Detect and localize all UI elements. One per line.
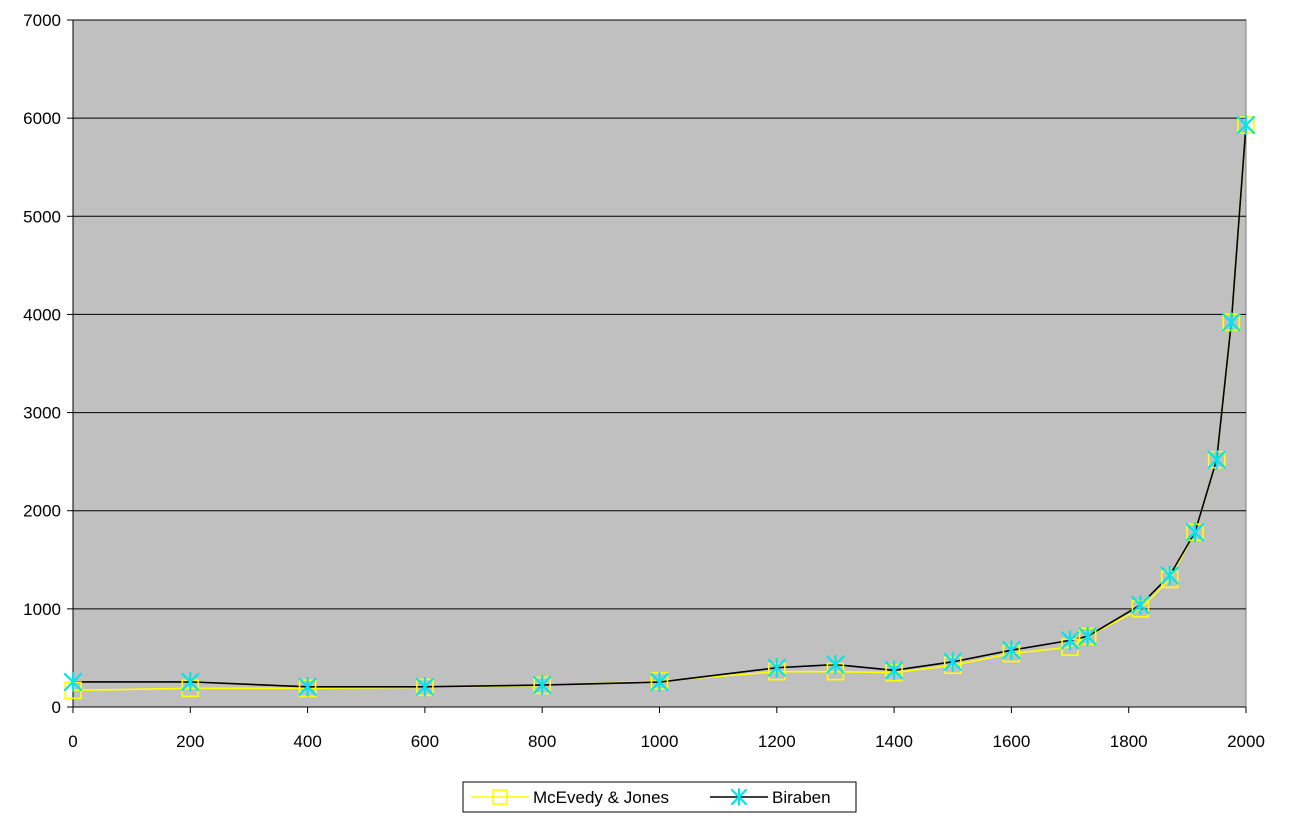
data-point-1-6 <box>767 657 786 678</box>
x-tick-label-0: 0 <box>68 732 77 751</box>
plot-area <box>72 19 1247 708</box>
y-tick-label-0: 0 <box>52 698 61 717</box>
data-point-1-2 <box>298 676 317 697</box>
data-point-1-9 <box>943 651 962 672</box>
x-tick-label-600: 600 <box>411 732 439 751</box>
y-tick-label-6000: 6000 <box>23 109 61 128</box>
legend-marker-1 <box>730 788 748 806</box>
x-tick-label-200: 200 <box>176 732 204 751</box>
legend: McEvedy & Jones Biraben <box>462 781 857 813</box>
data-point-1-15 <box>1185 522 1205 543</box>
series <box>63 115 1256 700</box>
x-tick-labels: 0 200 400 600 800 1000 1200 1400 1600 1800 2000 <box>68 732 1265 751</box>
y-tick-label-5000: 5000 <box>23 207 61 226</box>
data-point-1-12 <box>1078 626 1097 647</box>
x-tick-label-800: 800 <box>528 732 556 751</box>
y-tick-labels: 0 1000 2000 3000 4000 5000 6000 7000 <box>23 11 61 717</box>
series-markers-1 <box>63 115 1256 697</box>
x-tick-label-2000: 2000 <box>1227 732 1265 751</box>
data-point-1-8 <box>884 660 904 681</box>
data-point-1-3 <box>415 676 434 697</box>
data-point-1-17 <box>1222 312 1241 333</box>
gridlines <box>73 19 1246 610</box>
legend-label-1: Biraben <box>772 788 831 807</box>
x-tick-label-1000: 1000 <box>641 732 679 751</box>
data-point-1-5 <box>650 672 669 692</box>
data-point-1-10 <box>1002 640 1021 661</box>
x-tick-label-400: 400 <box>293 732 321 751</box>
data-point-1-11 <box>1060 630 1080 651</box>
y-tick-label-2000: 2000 <box>23 502 61 521</box>
y-tick-label-1000: 1000 <box>23 600 61 619</box>
y-tick-label-3000: 3000 <box>23 404 61 423</box>
data-point-1-14 <box>1160 565 1179 586</box>
y-tick-label-4000: 4000 <box>23 305 61 324</box>
x-tick-label-1600: 1600 <box>992 732 1030 751</box>
y-tick-label-7000: 7000 <box>23 11 61 30</box>
data-point-1-16 <box>1207 449 1226 470</box>
x-tick-label-1200: 1200 <box>758 732 796 751</box>
legend-marker-0 <box>492 789 508 805</box>
data-point-1-18 <box>1236 115 1256 135</box>
data-point-1-0 <box>63 672 83 692</box>
x-tick-label-1400: 1400 <box>875 732 913 751</box>
axes <box>67 19 1247 713</box>
x-tick-label-1800: 1800 <box>1110 732 1148 751</box>
legend-label-0: McEvedy & Jones <box>533 788 669 807</box>
data-point-1-1 <box>181 671 200 692</box>
data-point-1-7 <box>826 654 845 675</box>
data-point-1-4 <box>533 675 552 695</box>
data-point-1-13 <box>1131 595 1150 615</box>
